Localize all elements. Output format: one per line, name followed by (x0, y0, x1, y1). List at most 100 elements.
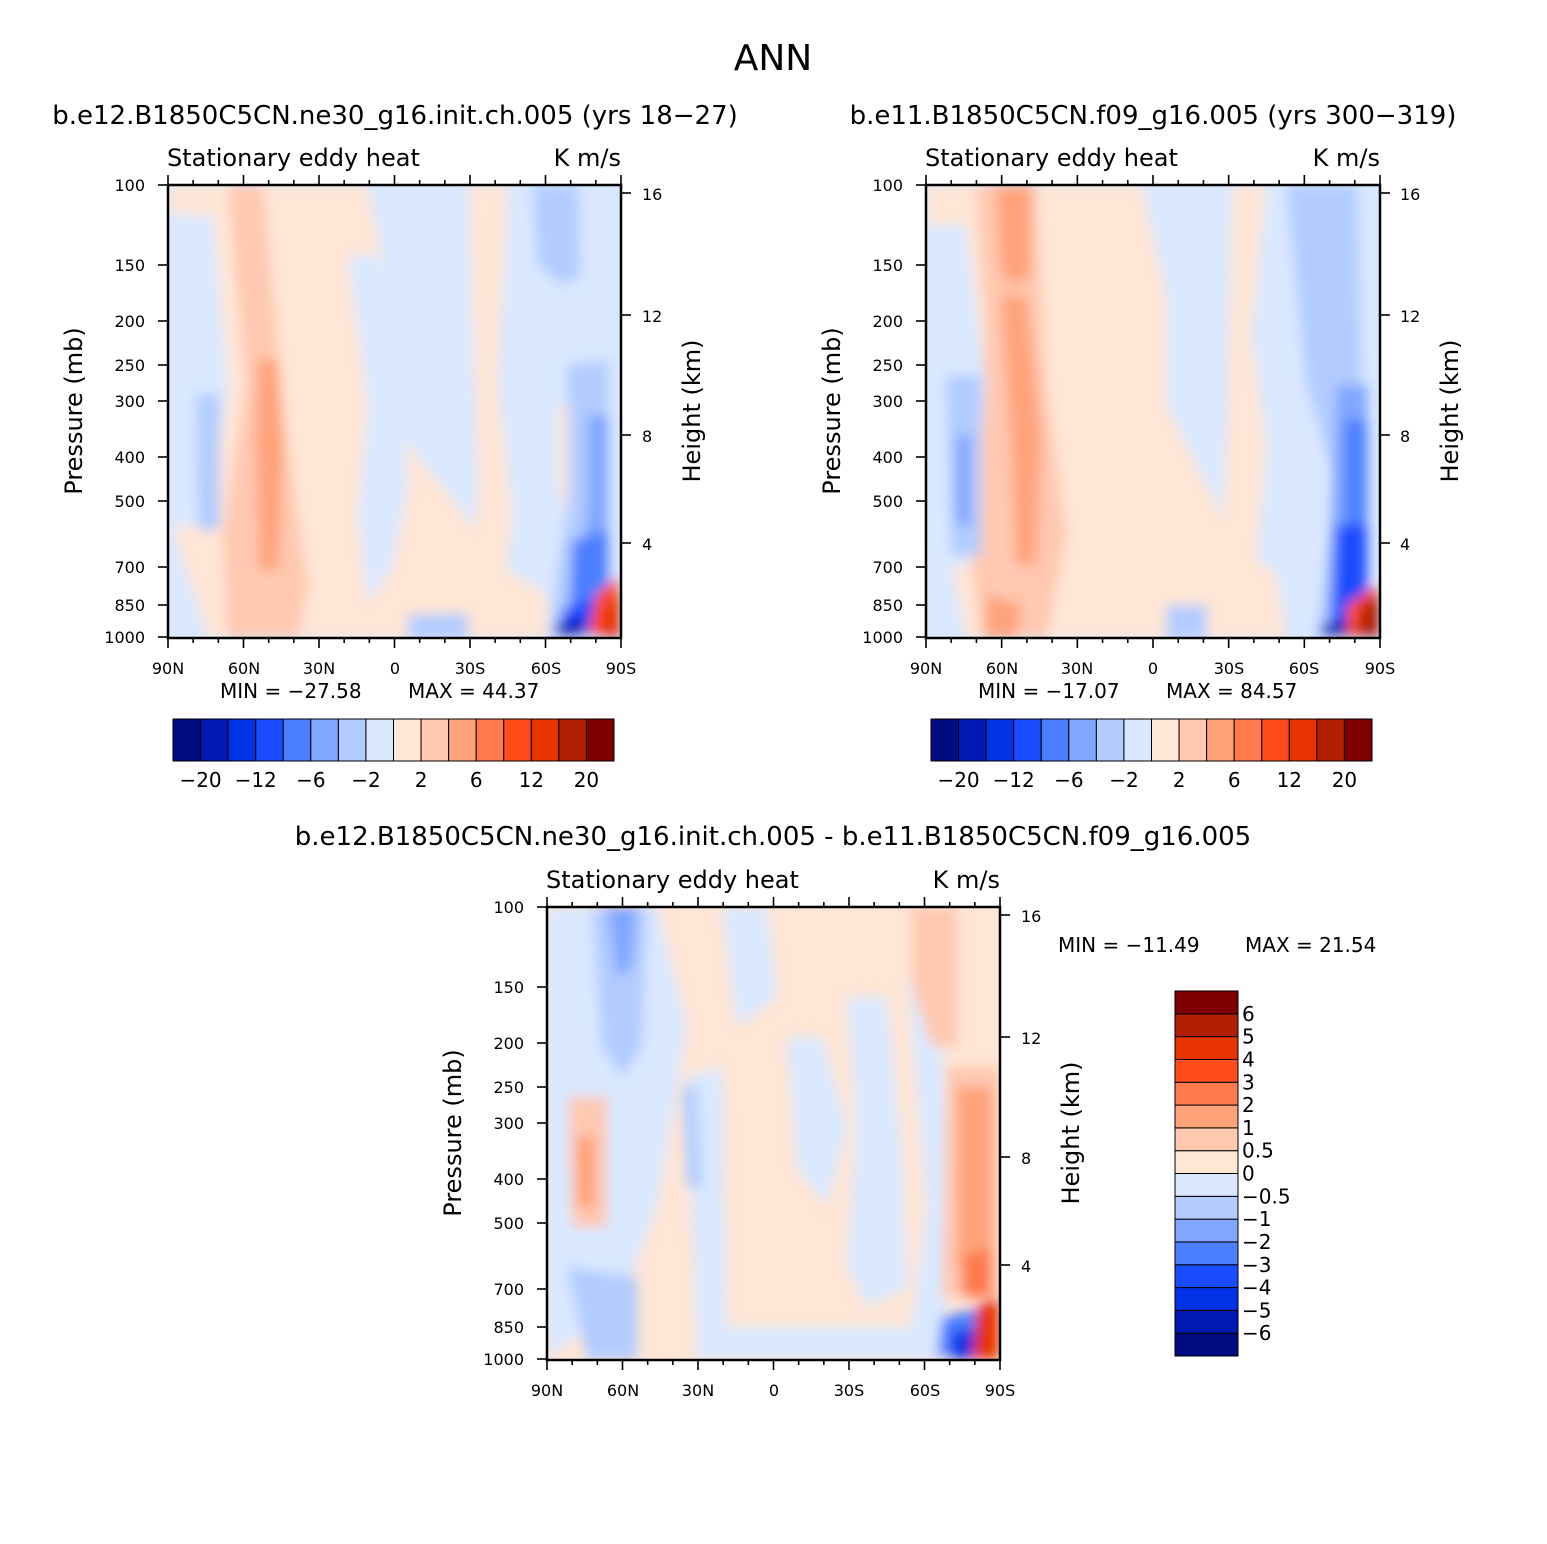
panel-2-max-label: MAX = 84.57 (1166, 679, 1297, 703)
lat-tick: 60N (986, 659, 1018, 678)
panel-2-subtitle-right: K m/s (1313, 144, 1380, 172)
pressure-tick: 700 (114, 558, 145, 577)
colorbar-swatch (1233, 718, 1263, 762)
panel-1-subtitle-right: K m/s (554, 144, 621, 172)
panel-1-ylabel-right: Height (km) (678, 340, 706, 483)
colorbar-swatch (1174, 1081, 1239, 1106)
height-tick: 12 (1400, 307, 1420, 326)
colorbar-label: 2 (1173, 768, 1186, 792)
colorbar-swatch (1174, 1309, 1239, 1334)
colorbar-swatch (365, 718, 394, 762)
panel-2-ylabel-right: Height (km) (1436, 340, 1464, 483)
lat-tick: 90S (606, 659, 637, 678)
height-tick: 16 (642, 185, 662, 204)
colorbar-swatch (1174, 1036, 1239, 1060)
pressure-tick: 200 (872, 312, 903, 331)
height-tick: 8 (1400, 427, 1410, 446)
panel-1-colorbar: −20 −12 −6 −2 2 6 12 20 (172, 718, 615, 792)
colorbar-label: 3 (1242, 1070, 1255, 1094)
colorbar-swatch (255, 718, 284, 762)
height-tick: 8 (1021, 1149, 1031, 1168)
panel-2-ylabel-left: Pressure (mb) (818, 327, 846, 494)
pressure-tick: 100 (872, 176, 903, 195)
pressure-tick: 1000 (483, 1350, 524, 1369)
colorbar-swatch (1316, 718, 1345, 762)
pressure-tick: 150 (872, 256, 903, 275)
colorbar-swatch (1174, 1104, 1239, 1129)
panel-3-lat-ticks: 90N 60N 30N 0 30S 60S 90S (531, 1381, 1015, 1400)
colorbar-swatch (420, 718, 450, 762)
colorbar-swatch (475, 718, 505, 762)
pressure-tick: 150 (493, 978, 524, 997)
colorbar-label: 20 (574, 768, 599, 792)
height-tick: 12 (1021, 1029, 1041, 1048)
lat-tick: 0 (769, 1381, 779, 1400)
colorbar-swatch (985, 718, 1015, 762)
colorbar-swatch (200, 718, 229, 762)
lat-tick: 90S (985, 1381, 1016, 1400)
colorbar-swatch (1174, 1218, 1239, 1243)
height-tick: 4 (1021, 1257, 1031, 1276)
height-tick: 16 (1400, 185, 1420, 204)
colorbar-swatch (1174, 1173, 1239, 1197)
colorbar-label: −2 (1109, 768, 1138, 792)
lat-tick: 90N (531, 1381, 563, 1400)
panel-1-ylabel-left: Pressure (mb) (60, 327, 88, 494)
colorbar-swatch (1013, 718, 1042, 762)
colorbar-swatch (448, 718, 477, 762)
colorbar-label: 20 (1332, 768, 1357, 792)
colorbar-swatch (1174, 1241, 1239, 1266)
colorbar-label: 0.5 (1242, 1139, 1274, 1163)
panel-3-height-ticks: 16 12 8 4 (1021, 907, 1041, 1276)
colorbar-swatch (1343, 718, 1373, 762)
colorbar-label: 1 (1242, 1116, 1255, 1140)
colorbar-swatch (530, 718, 560, 762)
panel-1-plot-area (168, 185, 621, 638)
colorbar-swatch (930, 718, 960, 762)
colorbar-swatch (1174, 1150, 1239, 1174)
lat-tick: 90N (910, 659, 942, 678)
colorbar-label: 12 (519, 768, 544, 792)
height-tick: 4 (1400, 535, 1410, 554)
colorbar-label: −12 (993, 768, 1035, 792)
pressure-tick: 850 (114, 596, 145, 615)
colorbar-swatch (282, 718, 312, 762)
panel-1: b.e12.B1850C5CN.ne30_g16.init.ch.005 (yr… (52, 101, 738, 792)
pressure-tick: 850 (872, 596, 903, 615)
panel-1-tick-marks (158, 175, 631, 648)
colorbar-label: −1 (1242, 1207, 1271, 1231)
panel-3-subtitle-right: K m/s (933, 866, 1000, 894)
colorbar-swatch (1206, 718, 1235, 762)
lat-tick: 30N (1061, 659, 1093, 678)
lat-tick: 30N (303, 659, 335, 678)
colorbar-swatch (585, 718, 615, 762)
colorbar-swatch (1174, 1264, 1239, 1289)
lat-tick: 90N (152, 659, 184, 678)
colorbar-label: −12 (235, 768, 277, 792)
panel-2-title: b.e11.B1850C5CN.f09_g16.005 (yrs 300−319… (850, 101, 1457, 131)
colorbar-label: −2 (1242, 1230, 1271, 1254)
colorbar-swatch (1068, 718, 1097, 762)
panel-2-plot-area (926, 185, 1380, 638)
colorbar-label: −20 (179, 768, 221, 792)
colorbar-label: −0.5 (1242, 1184, 1291, 1208)
panel-3-tick-marks (537, 897, 1010, 1370)
panel-1-min-label: MIN = −27.58 (220, 679, 362, 703)
lat-tick: 30S (1214, 659, 1245, 678)
pressure-tick: 1000 (104, 628, 145, 647)
lat-tick: 30S (455, 659, 486, 678)
pressure-tick: 300 (872, 392, 903, 411)
panel-2-colorbar: −20 −12 −6 −2 2 6 12 20 (930, 718, 1373, 792)
colorbar-swatch (393, 718, 422, 762)
colorbar-swatch (310, 718, 339, 762)
colorbar-swatch (1178, 718, 1208, 762)
panel-1-title: b.e12.B1850C5CN.ne30_g16.init.ch.005 (yr… (52, 101, 738, 131)
lat-tick: 0 (1148, 659, 1158, 678)
colorbar-label: −6 (1242, 1321, 1271, 1345)
colorbar-swatch (1174, 1127, 1239, 1152)
colorbar-swatch (503, 718, 532, 762)
panel-3-max-label: MAX = 21.54 (1245, 933, 1376, 957)
colorbar-label: 0 (1242, 1162, 1255, 1186)
